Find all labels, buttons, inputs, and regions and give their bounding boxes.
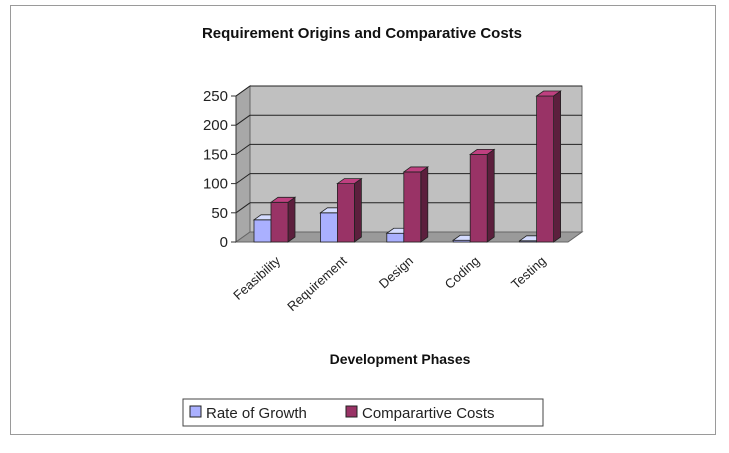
bar: [536, 95, 554, 243]
gridline-side: [235, 202, 251, 214]
bar: [253, 219, 272, 243]
legend-swatch: [189, 405, 202, 418]
legend-box: [182, 398, 544, 427]
plot-area: 0 50 100 150 200 250 Feasibility Requirement Des…: [203, 85, 584, 314]
y-tick-label: 250: [203, 88, 228, 105]
gridline-side: [235, 143, 251, 155]
y-tick-label: 200: [203, 117, 228, 134]
bar-top: [535, 90, 562, 97]
bar-side: [353, 177, 362, 243]
bar: [403, 171, 422, 243]
x-tick-label: Coding: [442, 253, 483, 292]
y-tick-label: 0: [220, 234, 228, 251]
legend: Rate of Growth Comparartive Costs: [182, 398, 544, 427]
y-tick-label: 150: [203, 146, 228, 163]
bar: [319, 212, 338, 243]
legend-label: Rate of Growth: [206, 405, 307, 422]
bar: [386, 232, 405, 243]
bar-side: [287, 196, 296, 243]
bar: [469, 153, 488, 243]
bar: [270, 201, 289, 243]
side-wall: [235, 85, 251, 243]
bar-top: [468, 148, 496, 155]
gridline-side: [235, 173, 251, 185]
bar-side: [420, 166, 429, 243]
x-tick-label: Testing: [508, 253, 549, 292]
bar-top: [269, 196, 297, 203]
x-axis-title: Development Phases: [330, 351, 471, 367]
y-tick-label: 50: [211, 205, 228, 222]
bar-top: [402, 166, 430, 173]
gridline-side: [235, 114, 251, 126]
gridline-side: [235, 85, 251, 97]
y-tick-label: 100: [203, 176, 228, 193]
legend-label: Comparartive Costs: [362, 405, 495, 422]
x-tick-label: Feasibility: [230, 253, 283, 303]
x-tick-label: Requirement: [284, 253, 350, 314]
bar: [336, 183, 355, 243]
x-tick-label: Design: [376, 253, 416, 291]
chart-title: Requirement Origins and Comparative Cost…: [202, 25, 522, 42]
legend-swatch: [345, 405, 358, 418]
bar-top: [336, 178, 363, 185]
bar-side: [553, 90, 561, 243]
bar-side: [486, 148, 495, 243]
